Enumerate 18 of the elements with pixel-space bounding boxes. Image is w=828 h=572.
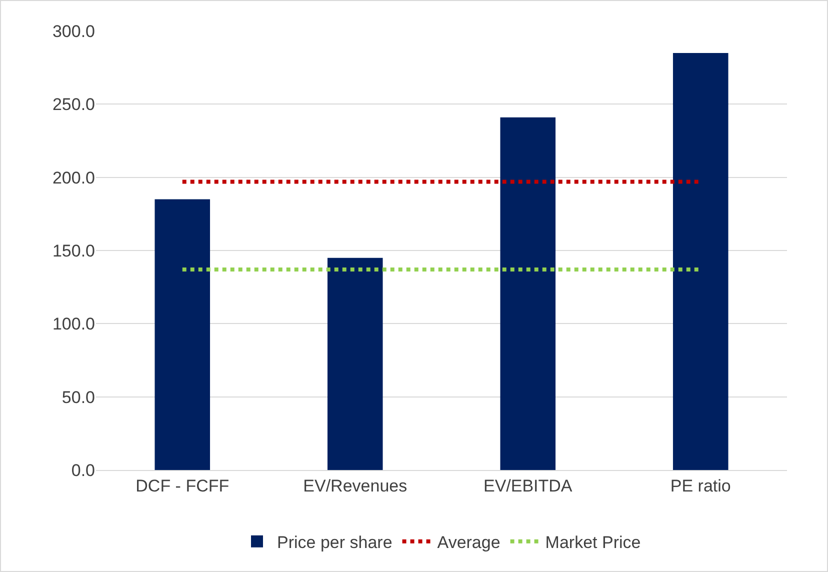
x-tick-label: PE ratio — [670, 476, 731, 496]
y-tick-label: 100.0 — [52, 314, 95, 334]
legend-label: Market Price — [545, 532, 641, 552]
y-tick-label: 0.0 — [71, 460, 95, 480]
y-tick-label: 50.0 — [62, 388, 95, 407]
x-tick-label: EV/Revenues — [303, 476, 408, 496]
y-tick-label: 250.0 — [52, 95, 95, 114]
x-tick-label: DCF - FCFF — [136, 476, 230, 496]
bar — [672, 52, 728, 470]
y-tick-label: 300.0 — [52, 22, 95, 41]
y-tick-label: 200.0 — [52, 168, 95, 188]
y-tick-label: 150.0 — [52, 241, 95, 260]
legend-label: Average — [437, 532, 500, 552]
bar — [500, 117, 556, 470]
bar — [327, 258, 383, 470]
bar — [154, 199, 210, 470]
legend-label: Price per share — [277, 532, 392, 552]
x-tick-label: EV/EBITDA — [483, 476, 573, 496]
